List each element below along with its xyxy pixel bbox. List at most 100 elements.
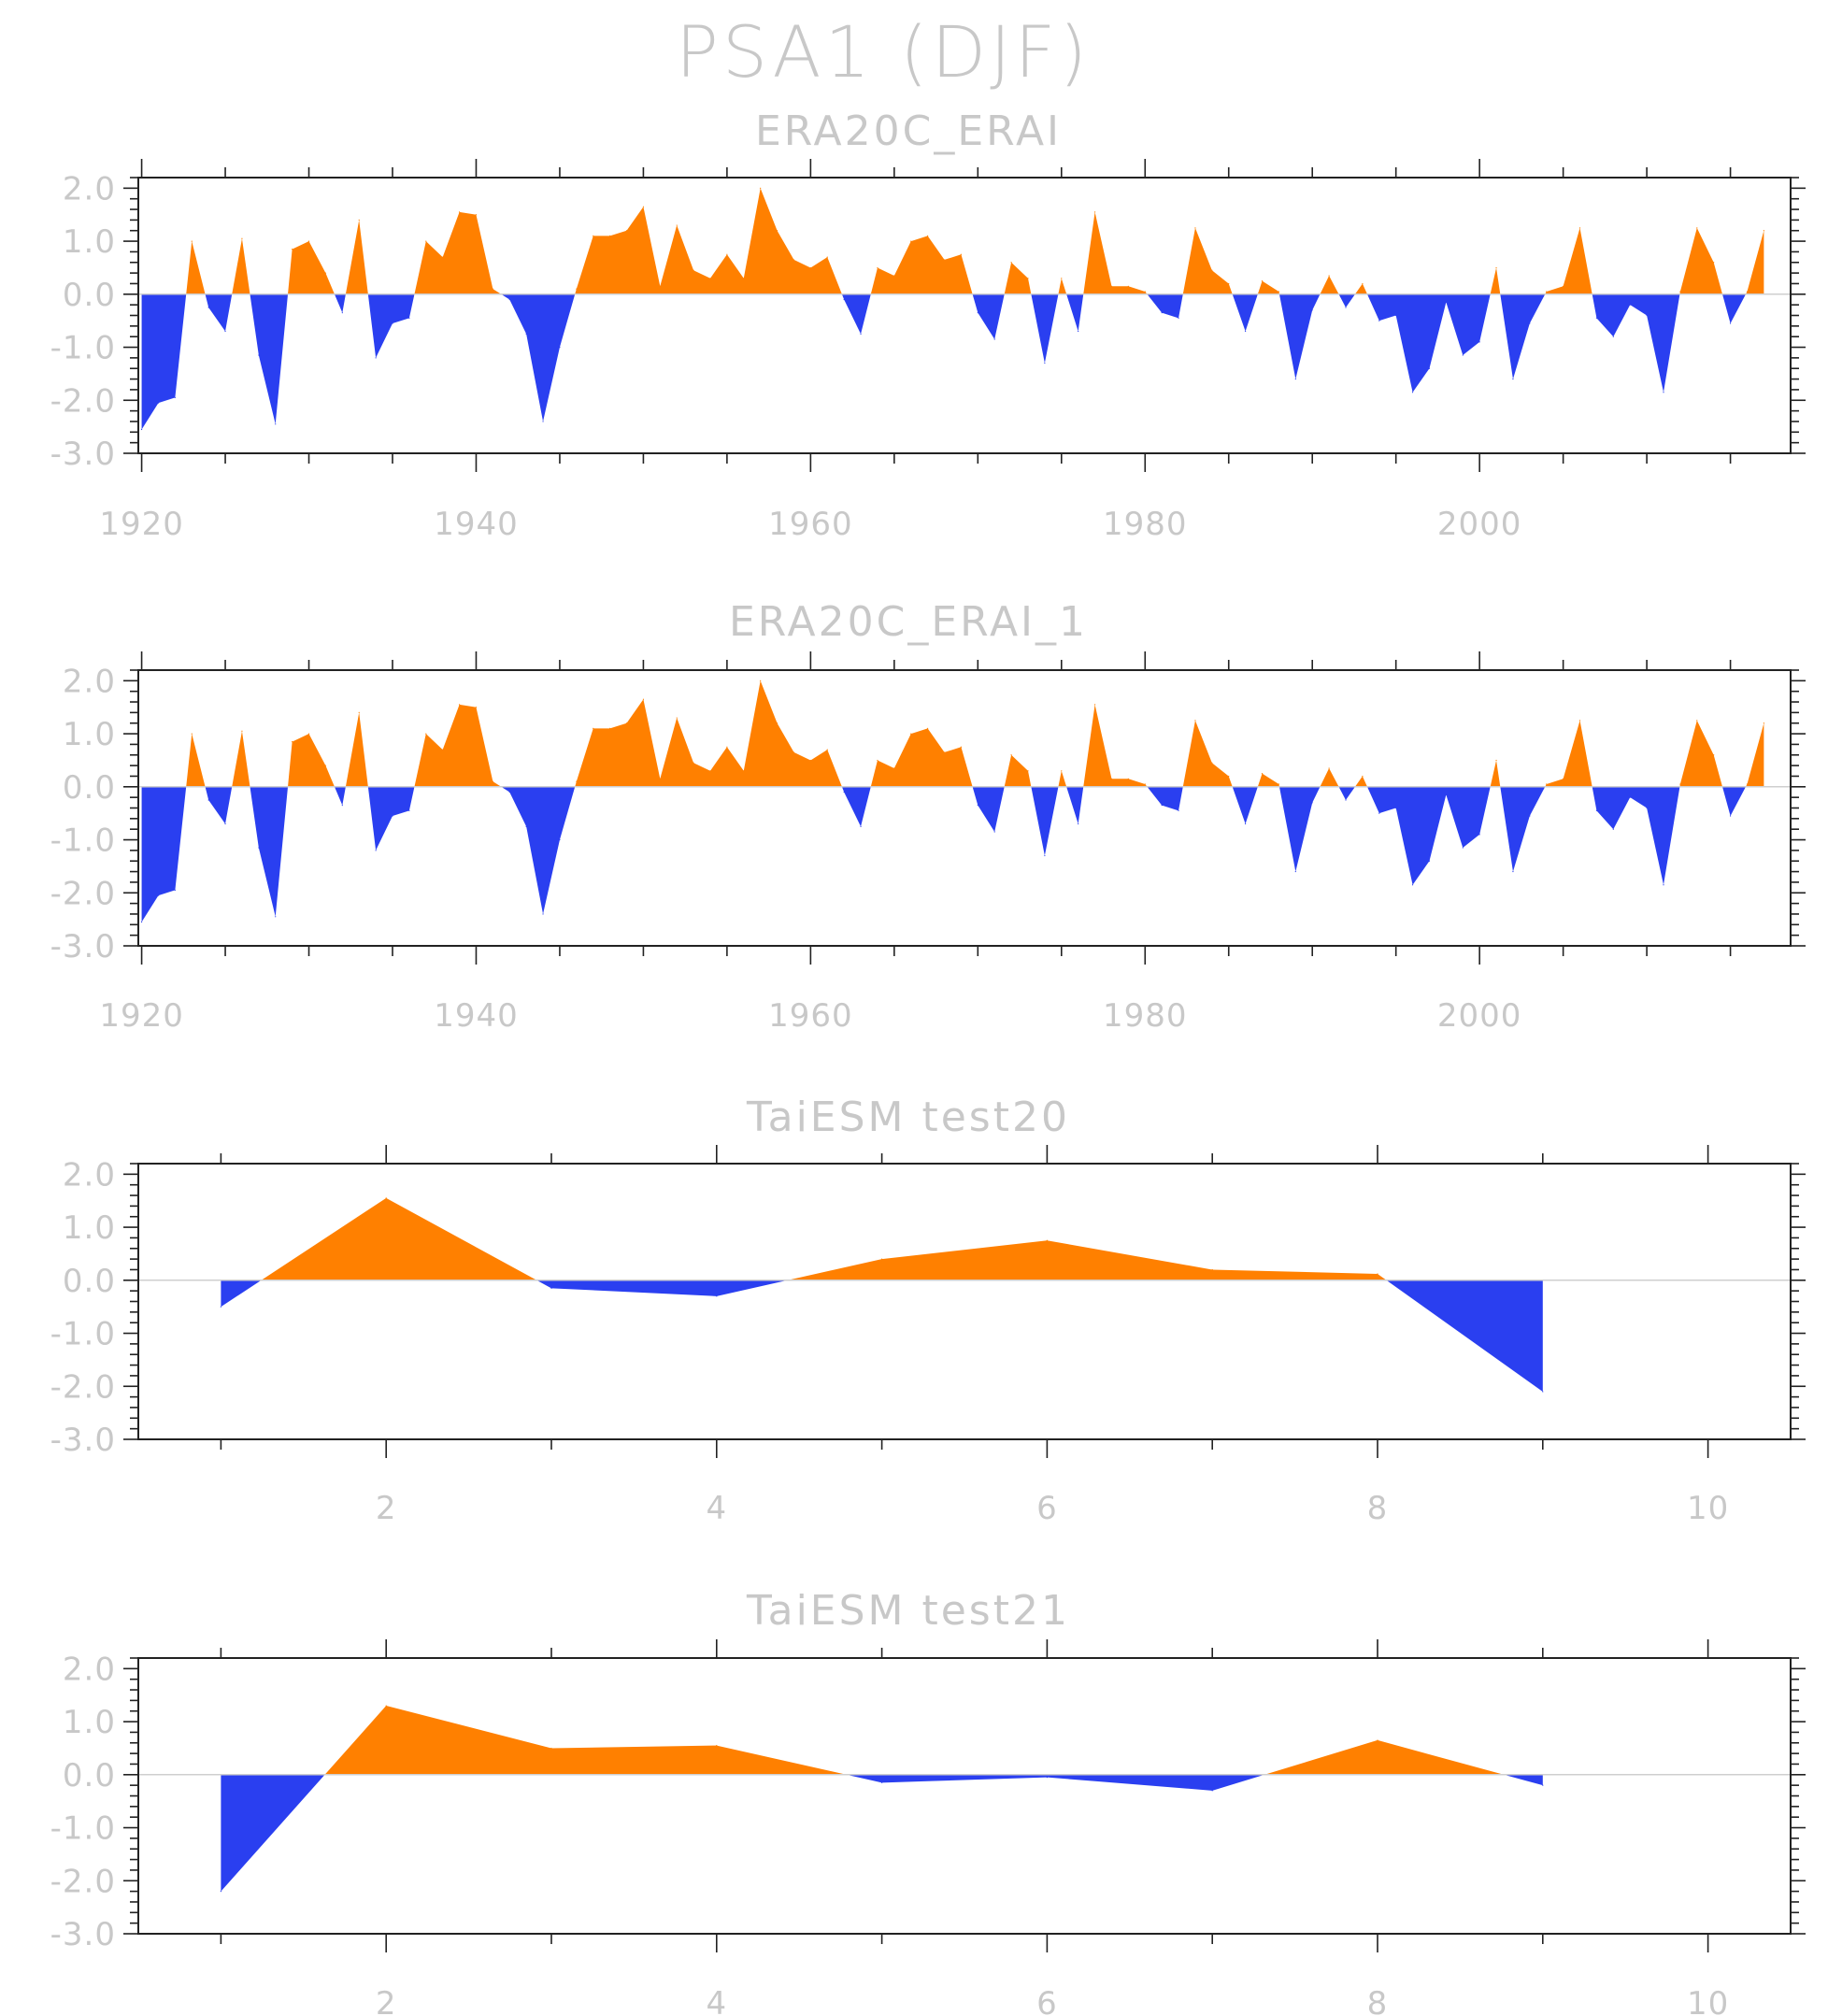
data-point-6 [1046, 1777, 1048, 1779]
data-point-1954 [709, 278, 711, 279]
data-point-4 [716, 1295, 718, 1297]
data-point-7 [1211, 1790, 1213, 1792]
data-point-1990 [1311, 309, 1313, 311]
data-point-1937 [425, 240, 427, 242]
data-point-1980 [1144, 291, 1146, 293]
data-point-1933 [358, 219, 360, 221]
data-point-2004 [1546, 783, 1548, 785]
data-point-1927 [258, 847, 260, 849]
data-point-1998 [1445, 794, 1447, 795]
data-point-1983 [1194, 720, 1196, 722]
data-point-1932 [341, 312, 343, 314]
data-point-1985 [1228, 282, 1230, 285]
data-point-1924 [207, 799, 209, 801]
data-point-2014 [1713, 754, 1715, 756]
data-point-1928 [275, 423, 277, 425]
data-point-1966 [910, 240, 912, 242]
data-point-1983 [1194, 227, 1196, 229]
x-tick-label: 2 [376, 1985, 397, 2016]
data-point-8 [1377, 1273, 1378, 1275]
negative-area [141, 786, 1764, 922]
data-point-1965 [893, 275, 895, 277]
data-point-1961 [826, 749, 828, 751]
y-tick-label: 2.0 [63, 170, 116, 207]
data-point-1945 [559, 346, 561, 349]
data-point-1993 [1362, 775, 1364, 778]
data-point-2000 [1478, 834, 1480, 836]
plot-frame [137, 1657, 1792, 1935]
chart-panel-4: TaiESM test21 2.0 1.0 0.0 -1.0 -2.0 -3.0 2 4 6 8 10 [50, 1587, 1806, 2016]
x-tick-label: 1980 [1103, 997, 1188, 1035]
data-point-1972 [1010, 754, 1012, 756]
data-point-2009 [1629, 796, 1631, 798]
data-point-1923 [191, 240, 193, 242]
data-point-1977 [1093, 211, 1096, 213]
data-point-1971 [993, 831, 995, 833]
data-point-1990 [1311, 802, 1313, 804]
data-point-8 [1377, 1739, 1378, 1741]
y-tick-label: 0.0 [63, 1263, 116, 1300]
x-tick-label: 2 [376, 1490, 397, 1527]
data-point-1949 [625, 722, 628, 724]
data-point-1987 [1261, 773, 1264, 775]
data-point-1957 [760, 679, 762, 681]
data-point-1969 [960, 746, 963, 748]
data-point-2003 [1529, 322, 1531, 324]
data-point-1939 [458, 704, 461, 706]
data-point-2002 [1512, 870, 1514, 873]
data-point-5 [881, 1258, 883, 1260]
data-point-1998 [1445, 301, 1447, 303]
y-tick-label: 1.0 [63, 716, 116, 753]
data-point-1925 [224, 822, 226, 825]
data-point-1946 [576, 780, 578, 782]
data-point-1948 [609, 727, 611, 730]
chart-panel-2: ERA20C_ERAI_1 2.0 1.0 0.0 -1.0 -2.0 -3.0 1920 19… [50, 598, 1806, 1035]
data-point-9 [1542, 1391, 1544, 1393]
x-tick-label: 10 [1687, 1985, 1729, 2016]
negative-area [221, 1280, 1543, 1392]
y-tick-label: 2.0 [63, 1651, 116, 1688]
y-tick-label: 2.0 [63, 1156, 116, 1194]
y-tick-label: 1.0 [63, 1209, 116, 1247]
data-point-1988 [1278, 783, 1280, 785]
data-point-2011 [1663, 884, 1664, 886]
y-tick-label: -3.0 [50, 1422, 116, 1459]
data-point-2013 [1696, 720, 1698, 722]
data-point-1935 [392, 815, 393, 817]
x-tick-label: 8 [1367, 1490, 1389, 1527]
data-point-1986 [1245, 330, 1247, 333]
data-point-1950 [642, 698, 645, 700]
data-point-1944 [542, 421, 544, 422]
data-point-1959 [793, 259, 795, 261]
data-point-1939 [458, 211, 461, 213]
y-tick-label: -1.0 [50, 330, 116, 367]
data-point-1929 [292, 248, 293, 250]
data-point-1958 [776, 722, 778, 724]
data-point-1988 [1278, 291, 1280, 293]
data-point-1991 [1328, 767, 1330, 769]
x-tick-label: 6 [1036, 1985, 1058, 2016]
data-point-1994 [1378, 812, 1380, 814]
data-point-1923 [191, 733, 193, 735]
x-tick-label: 10 [1687, 1490, 1729, 1527]
data-point-1946 [576, 288, 578, 290]
data-point-1969 [960, 253, 963, 255]
data-point-1977 [1093, 704, 1096, 706]
data-point-1955 [726, 253, 728, 255]
data-point-1965 [893, 767, 895, 769]
data-point-1973 [1027, 770, 1029, 772]
data-point-1943 [525, 825, 527, 827]
data-point-1987 [1261, 280, 1264, 282]
data-point-1935 [392, 322, 393, 324]
data-point-2004 [1546, 291, 1548, 293]
data-point-1956 [743, 770, 745, 772]
data-point-2008 [1612, 828, 1614, 830]
data-point-2008 [1612, 336, 1614, 337]
data-point-2014 [1713, 262, 1715, 264]
data-point-1953 [693, 762, 694, 764]
y-tick-label: -3.0 [50, 1916, 116, 1953]
data-point-1959 [793, 751, 795, 753]
data-point-1929 [292, 740, 293, 743]
data-point-1973 [1027, 278, 1029, 279]
